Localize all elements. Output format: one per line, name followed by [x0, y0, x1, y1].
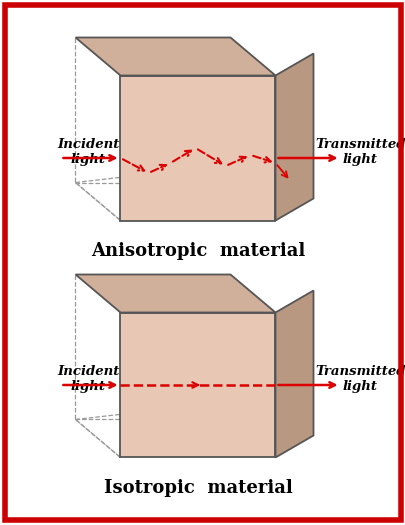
Polygon shape: [120, 76, 275, 220]
Text: Incident
light: Incident light: [57, 365, 119, 393]
Text: Transmitted
light: Transmitted light: [314, 138, 405, 166]
Text: Anisotropic  material: Anisotropic material: [91, 243, 305, 260]
Polygon shape: [275, 54, 313, 220]
Text: Transmitted
light: Transmitted light: [314, 365, 405, 393]
Text: Incident
light: Incident light: [57, 138, 119, 166]
Polygon shape: [75, 275, 275, 312]
Polygon shape: [120, 312, 275, 457]
Polygon shape: [275, 290, 313, 457]
Polygon shape: [75, 37, 275, 76]
Text: Isotropic  material: Isotropic material: [103, 479, 292, 498]
